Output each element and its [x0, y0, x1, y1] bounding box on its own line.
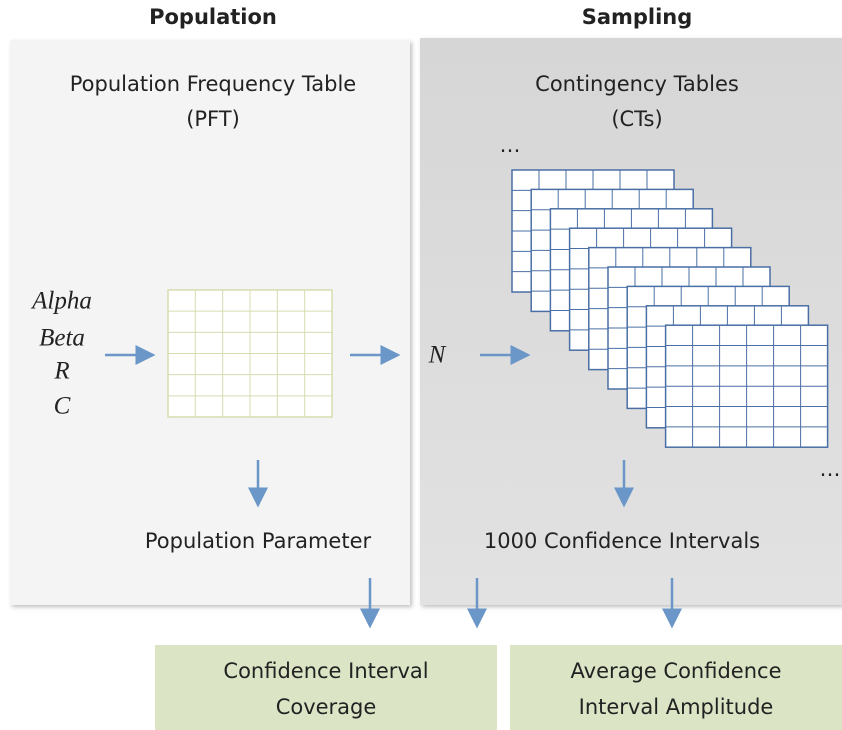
population-parameter: Population Parameter	[145, 529, 372, 553]
input-label: Alpha	[30, 288, 92, 315]
ellipsis: …	[500, 133, 521, 157]
input-label: Beta	[39, 325, 85, 352]
confidence-intervals: 1000 Confidence Intervals	[484, 529, 760, 553]
pft-title: Population Frequency Table	[70, 72, 356, 96]
sample-size-label: N	[428, 342, 447, 369]
result-text: Average Confidence	[571, 659, 782, 683]
sampling-heading: Sampling	[582, 5, 693, 29]
result-text: Confidence Interval	[223, 659, 428, 683]
population-heading: Population	[149, 5, 277, 29]
result-box	[510, 645, 842, 730]
result-text: Interval Amplitude	[579, 695, 774, 719]
ct-title: Contingency Tables	[535, 72, 739, 96]
ct-title: (CTs)	[611, 107, 662, 131]
result-text: Coverage	[276, 695, 377, 719]
input-label: R	[53, 358, 69, 385]
input-label: C	[54, 393, 71, 420]
tables	[167, 169, 829, 448]
pft-title: (PFT)	[186, 107, 240, 131]
result-box	[155, 645, 497, 730]
ellipsis: …	[820, 457, 841, 481]
